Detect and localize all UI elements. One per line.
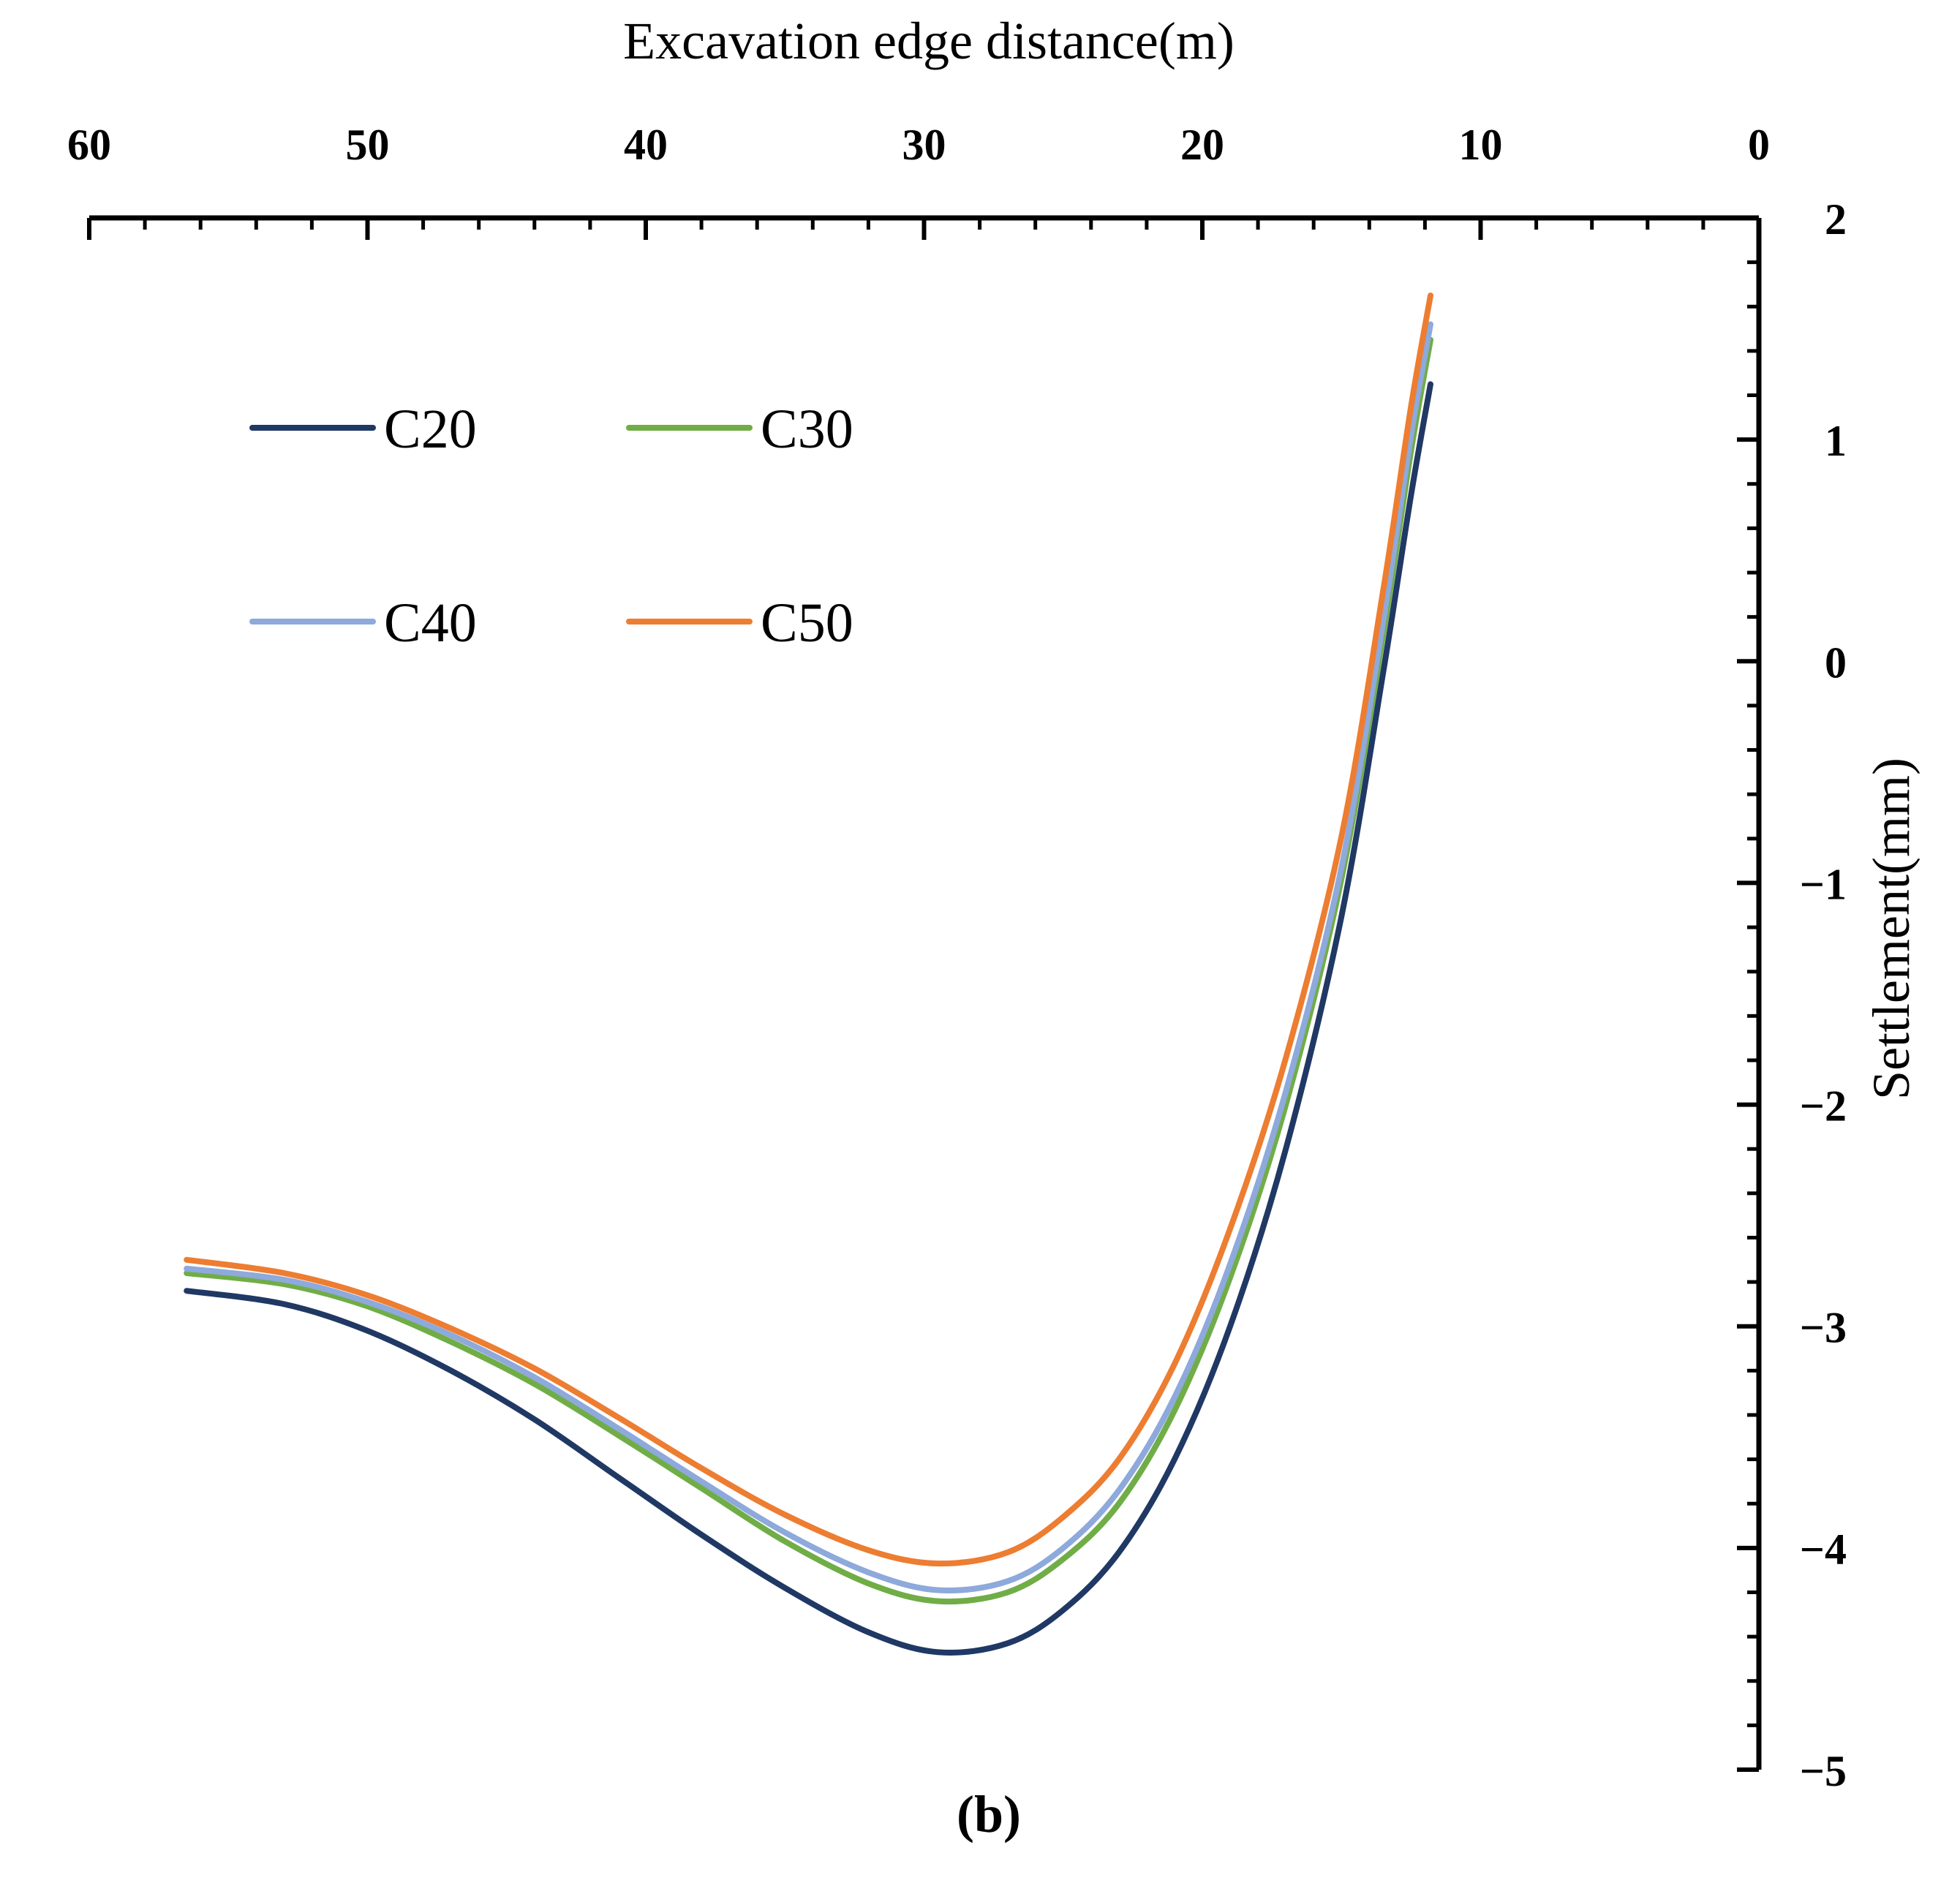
legend-label-c30: C30 (761, 399, 853, 460)
x-tick-label: 50 (346, 121, 390, 169)
legend-label-c50: C50 (761, 592, 853, 654)
y-tick-label: 1 (1825, 417, 1847, 465)
series-line-c40 (184, 321, 1433, 1593)
x-tick-label: 20 (1180, 121, 1224, 169)
y-tick-label: 0 (1825, 638, 1847, 687)
series-layer (184, 293, 1433, 1656)
x-tick-label: 10 (1459, 121, 1503, 169)
x-tick-label: 60 (67, 121, 111, 169)
x-tick-label: 40 (624, 121, 668, 169)
legend-label-c20: C20 (384, 399, 477, 460)
y-tick-label: 2 (1825, 195, 1847, 244)
y-tick-label: −3 (1800, 1304, 1847, 1352)
legend-label-c40: C40 (384, 592, 477, 654)
y-tick-label: −1 (1800, 860, 1847, 908)
y-tick-label: −5 (1800, 1747, 1847, 1795)
legend: C20 C30 C40 C50 (249, 399, 853, 654)
panel-label: (b) (957, 1785, 1021, 1844)
x-axis-title: Excavation edge distance(m) (623, 12, 1235, 70)
series-line-c20 (184, 381, 1433, 1656)
series-line-c50 (184, 293, 1433, 1567)
x-tick-label: 30 (902, 121, 946, 169)
y-tick-label: −2 (1800, 1082, 1847, 1131)
y-axis-title: Settlement(mm) (1862, 758, 1921, 1100)
series-line-c30 (184, 336, 1433, 1605)
y-tick-label: −4 (1800, 1525, 1847, 1574)
x-tick-label: 0 (1748, 121, 1770, 169)
